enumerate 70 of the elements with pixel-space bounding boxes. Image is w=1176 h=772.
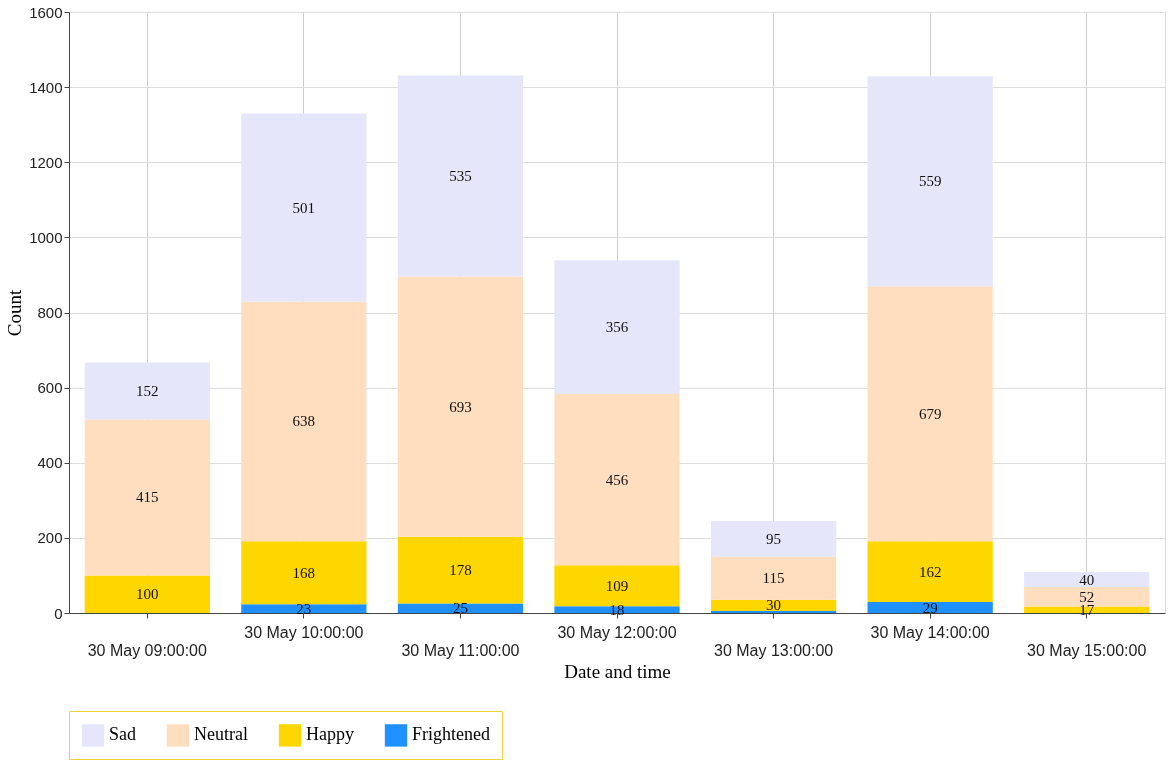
data-label: 178 [449,562,472,579]
data-label: 638 [292,413,316,430]
legend-label: Frightened [412,724,490,745]
data-label: 693 [449,398,472,415]
data-label: 415 [136,489,159,506]
data-label: 501 [292,199,316,216]
bar [710,520,837,557]
y-tick-label: 800 [37,304,63,321]
x-tick-label: 30 May 11:00:00 [401,641,520,659]
x-tick-label: 30 May 12:00:00 [557,623,677,641]
bar [867,541,993,603]
y-tick-label: 1600 [29,3,63,21]
data-label: 456 [605,471,629,488]
legend-label: Happy [306,724,354,745]
x-tick-label: 30 May 10:00:00 [244,623,364,641]
data-label: 356 [605,319,629,336]
bar [554,565,680,607]
bar [554,394,680,566]
bar [84,362,210,420]
data-label: 25 [452,600,468,617]
y-tick-label: 0 [54,604,63,622]
data-label: 679 [918,405,942,422]
y-tick-label: 400 [37,454,63,472]
x-tick-label: 30 May 15:00:00 [1027,641,1147,659]
bar [84,419,210,576]
bar [397,75,524,277]
y-axis-title: Count [4,289,26,337]
data-label: 30 [766,597,782,614]
data-label: 559 [918,173,942,190]
data-label: 100 [136,586,159,603]
bar [710,599,837,612]
x-tick-label: 30 May 09:00:00 [87,641,207,659]
y-tick-label: 1400 [29,78,63,96]
y-tick-label: 1000 [29,228,63,246]
bar [1024,606,1150,613]
x-axis-title: Date and time [564,660,671,682]
bar [710,556,837,600]
data-label: 52 [1079,588,1095,605]
x-tick-label: 30 May 14:00:00 [870,623,990,641]
bar [554,606,680,613]
data-label: 168 [292,564,316,581]
bar [397,276,524,537]
data-label: 535 [449,167,472,184]
legend-label: Sad [109,724,136,745]
data-label: 152 [136,383,159,400]
x-tick-label: 30 May 13:00:00 [713,641,834,659]
data-label: 40 [1079,571,1095,588]
bar [84,575,210,613]
bar [1024,587,1150,607]
data-label: 95 [766,530,782,547]
y-tick-label: 1200 [29,153,63,171]
data-label: 23 [296,600,312,617]
bar [1024,572,1150,588]
y-tick-label: 200 [37,529,63,547]
data-label: 162 [918,563,942,580]
data-label: 109 [605,577,629,594]
bar [241,301,367,542]
bar [867,76,993,287]
bar [397,603,524,613]
bar [241,113,367,302]
bar [867,286,993,542]
bar [397,536,524,604]
bar [554,260,680,395]
bar [241,541,367,605]
bar [241,604,367,613]
bar [867,602,993,613]
data-label: 29 [922,599,938,616]
y-tick-label: 600 [37,379,63,397]
legend-label: Neutral [194,724,248,745]
data-label: 115 [762,570,785,587]
